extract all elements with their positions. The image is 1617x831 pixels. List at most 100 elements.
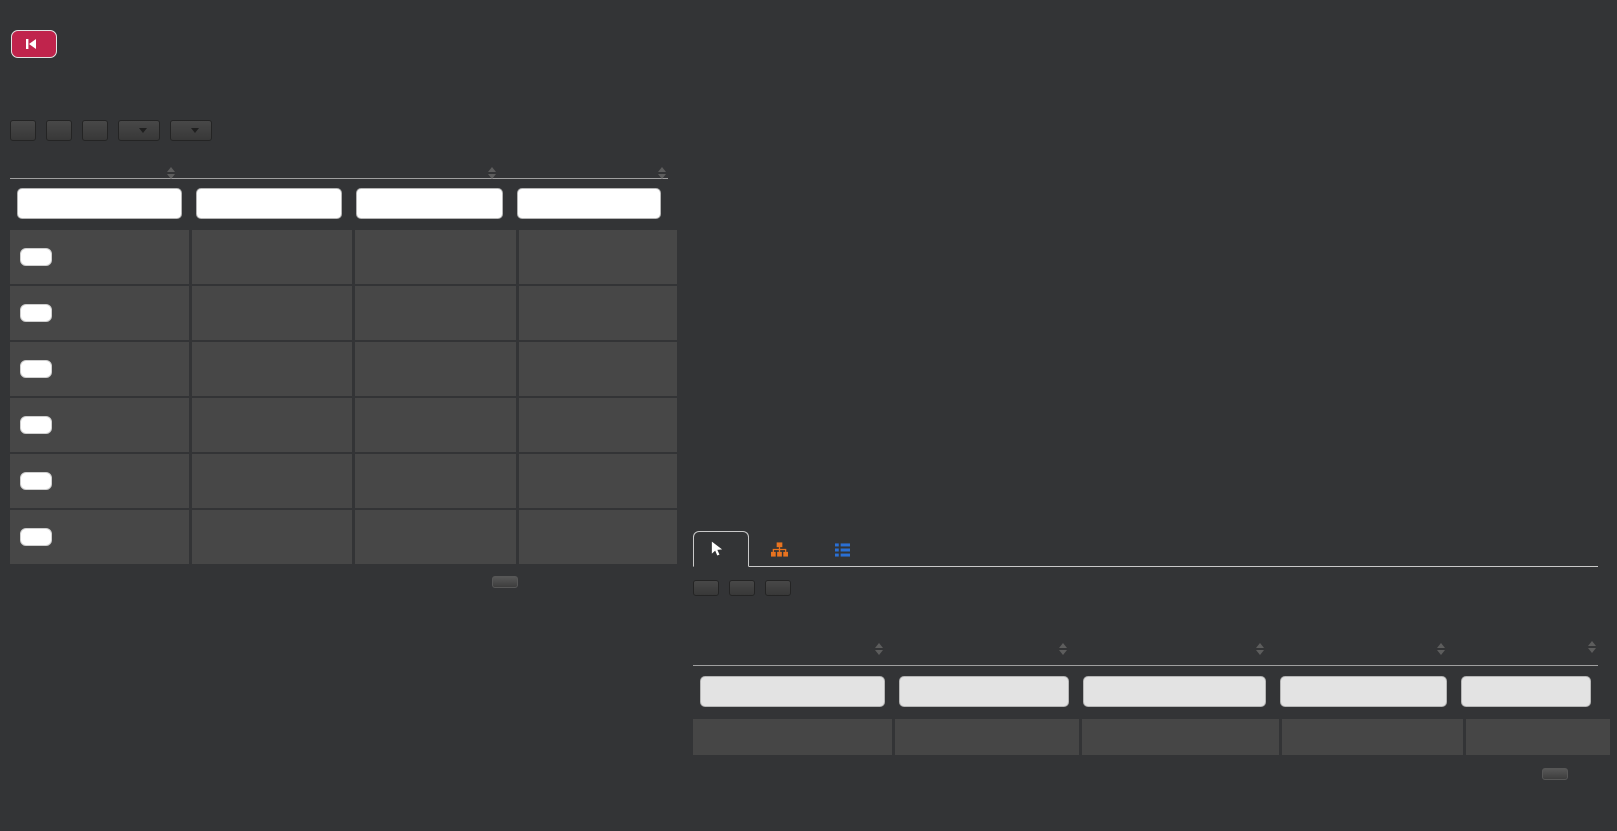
memorize-button[interactable] [20,528,52,546]
table-row-selected[interactable] [10,398,677,452]
filter-sgid-input[interactable] [700,676,885,707]
factor-level-cell [355,286,516,340]
sgid-cell [192,342,352,396]
pagination-previous[interactable] [1512,769,1526,779]
detail-tabs [693,531,1598,567]
pagination-next[interactable] [654,577,668,587]
sort-icon [1588,641,1596,653]
chevron-down-icon [191,128,199,133]
memorize-button[interactable] [20,248,52,266]
sitemap-icon [771,542,788,557]
pagination-previous[interactable] [402,577,416,587]
selected-subgroup-row[interactable] [693,719,1610,755]
subgroups-table-filters [10,179,668,229]
filter-hr-pfs-input[interactable] [517,188,661,219]
step-backward-icon [26,39,36,49]
filter-memorize-input[interactable] [17,188,182,219]
hr-pfs-cell [1282,719,1463,755]
tab-factorial-contexts[interactable] [819,534,875,566]
column-visibility-dropdown[interactable] [170,120,212,141]
column-header-n-of-subjects[interactable] [1076,632,1273,665]
subgroups-table-body [10,230,677,564]
column-header-sgid[interactable] [693,632,892,665]
factor-level-cell [355,230,516,284]
hr-pfs-cell [519,342,677,396]
column-header-memorize[interactable] [10,158,189,179]
pagination-page-1[interactable] [432,577,446,587]
pagination [402,576,668,588]
copy-button[interactable] [10,120,36,141]
csv-button[interactable] [46,120,72,141]
hr-pfs-cell [519,454,677,508]
column-header-bilig[interactable] [1454,632,1598,665]
hr-pfs-cell [519,286,677,340]
selected-table-filters [693,666,1598,717]
print-button[interactable] [765,580,791,596]
pagination-ellipsis [594,577,608,587]
sort-icon [1437,643,1445,655]
print-button[interactable] [82,120,108,141]
filter-n-of-subjects-input[interactable] [1083,676,1266,707]
bilig-cell [1466,719,1610,755]
column-header-sgid[interactable] [189,158,349,178]
hr-pfs-cell [519,510,677,564]
sgid-cell [192,286,352,340]
factor-level-cell [355,454,516,508]
page-length-dropdown[interactable] [118,120,160,141]
subgroups-table-header [10,158,668,179]
pagination-page-4[interactable] [534,577,548,587]
sgid-cell [192,230,352,284]
column-header-hr-pfs[interactable] [1273,632,1454,665]
table-row[interactable] [10,510,677,564]
sgid-cell [192,398,352,452]
factor-level-cell [355,398,516,452]
scatter-plot [697,112,1157,528]
sort-icon [167,167,175,179]
pagination-page-current[interactable] [1542,768,1568,780]
column-header-factor-level[interactable] [349,158,510,179]
filter-hr-pfs-input[interactable] [1280,676,1447,707]
column-header-nfactors[interactable] [892,632,1076,665]
memorize-button[interactable] [20,304,52,322]
csv-button[interactable] [729,580,755,596]
column-header-hr-pfs[interactable] [510,158,668,179]
list-icon [835,543,850,557]
back-button[interactable] [11,30,57,58]
page-header [11,6,57,58]
subgroups-table-panel [10,120,677,605]
table-row[interactable] [10,286,677,340]
subgroup-detail-panel [693,531,1610,780]
sort-icon [488,167,496,179]
pagination-page-current[interactable] [492,576,518,588]
hr-pfs-cell [519,230,677,284]
sort-icon [658,167,666,179]
tab-selected-subgroup[interactable] [693,531,749,567]
hr-pfs-cell [519,398,677,452]
table-row[interactable] [10,342,677,396]
sort-icon [1256,643,1264,655]
filter-sgid-input[interactable] [196,188,342,219]
pagination-page-53[interactable] [624,577,638,587]
table-row[interactable] [10,454,677,508]
pagination-page-2[interactable] [462,577,476,587]
memorize-button[interactable] [20,360,52,378]
tab-parent-subgroups[interactable] [755,533,813,566]
sgid-cell [693,719,892,755]
sort-icon [1059,643,1067,655]
sgid-cell [192,454,352,508]
factor-level-cell [355,510,516,564]
filter-nfactors-input[interactable] [899,676,1069,707]
copy-button[interactable] [693,580,719,596]
sgid-cell [192,510,352,564]
table-row[interactable] [10,230,677,284]
selected-table-header [693,632,1598,666]
memorize-button[interactable] [20,416,52,434]
chevron-down-icon [139,128,147,133]
memorize-button[interactable] [20,472,52,490]
pagination-next[interactable] [1584,769,1598,779]
filter-factor-level-input[interactable] [356,188,503,219]
pagination [1512,768,1598,780]
pagination-page-5[interactable] [564,577,578,587]
filter-bilig-input[interactable] [1461,676,1591,707]
